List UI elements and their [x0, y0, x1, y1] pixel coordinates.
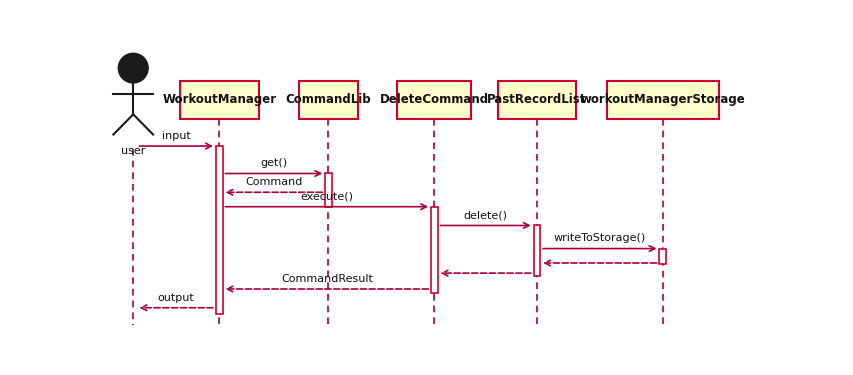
Bar: [533, 225, 540, 276]
Bar: [180, 81, 258, 118]
Text: workoutManagerStorage: workoutManagerStorage: [580, 93, 744, 106]
Bar: [497, 81, 576, 118]
Text: user: user: [121, 146, 145, 156]
Bar: [431, 207, 438, 293]
Bar: [397, 81, 471, 118]
Bar: [606, 81, 718, 118]
Bar: [299, 81, 358, 118]
Text: Command: Command: [245, 177, 302, 187]
Text: DeleteCommand: DeleteCommand: [380, 93, 489, 106]
Text: execute(): execute(): [300, 192, 353, 201]
Bar: [325, 174, 331, 207]
Bar: [216, 146, 223, 314]
Text: CommandResult: CommandResult: [281, 274, 372, 284]
Text: CommandLib: CommandLib: [285, 93, 371, 106]
Text: WorkoutManager: WorkoutManager: [162, 93, 276, 106]
Bar: [659, 249, 665, 264]
Ellipse shape: [119, 54, 148, 82]
Text: writeToStorage(): writeToStorage(): [553, 233, 645, 243]
Text: get(): get(): [260, 158, 287, 168]
Text: delete(): delete(): [463, 210, 507, 220]
Text: PastRecordList: PastRecordList: [487, 93, 586, 106]
Text: output: output: [158, 292, 194, 303]
Text: input: input: [162, 131, 190, 141]
